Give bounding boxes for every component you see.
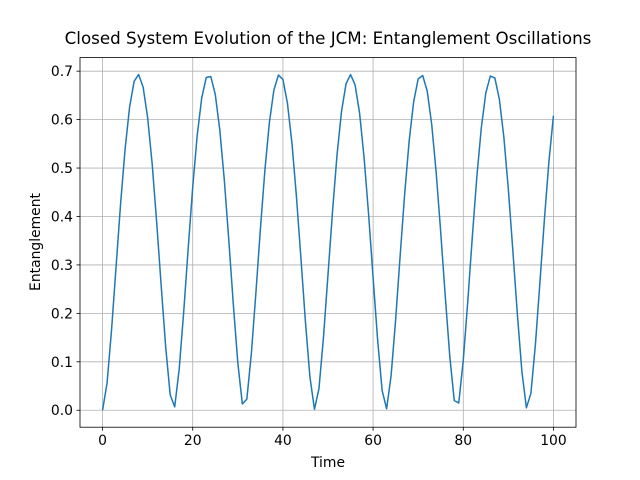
y-tick-label: 0.6	[51, 113, 73, 129]
data-line	[101, 73, 555, 411]
plot-frame	[79, 57, 577, 428]
y-tick-label: 0.0	[51, 403, 73, 419]
y-tick-label: 0.2	[51, 306, 73, 322]
y-tick-label: 0.1	[51, 355, 73, 371]
x-tick-label: 0	[98, 433, 107, 449]
x-tick-label: 40	[274, 433, 292, 449]
y-tick-label: 0.3	[51, 258, 73, 274]
y-tick-label: 0.7	[51, 64, 73, 80]
y-tick-label: 0.5	[51, 161, 73, 177]
x-tick-label: 60	[364, 433, 382, 449]
x-tick-label: 20	[184, 433, 202, 449]
y-axis-label: Entanglement	[28, 193, 44, 291]
x-tick-label: 80	[454, 433, 472, 449]
y-tick-label: 0.4	[51, 209, 73, 225]
x-axis-label: Time	[310, 455, 345, 471]
x-tick-label: 100	[540, 433, 567, 449]
chart-title: Closed System Evolution of the JCM: Enta…	[65, 28, 592, 48]
